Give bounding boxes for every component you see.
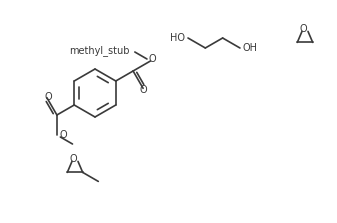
Text: O: O xyxy=(69,154,77,164)
Text: O: O xyxy=(139,85,147,95)
Text: OH: OH xyxy=(243,43,258,53)
Text: HO: HO xyxy=(170,33,185,43)
Text: O: O xyxy=(60,130,67,140)
Text: O: O xyxy=(299,24,307,34)
Text: O: O xyxy=(44,92,52,102)
Text: methyl_stub: methyl_stub xyxy=(69,45,130,56)
Text: O: O xyxy=(149,54,156,64)
